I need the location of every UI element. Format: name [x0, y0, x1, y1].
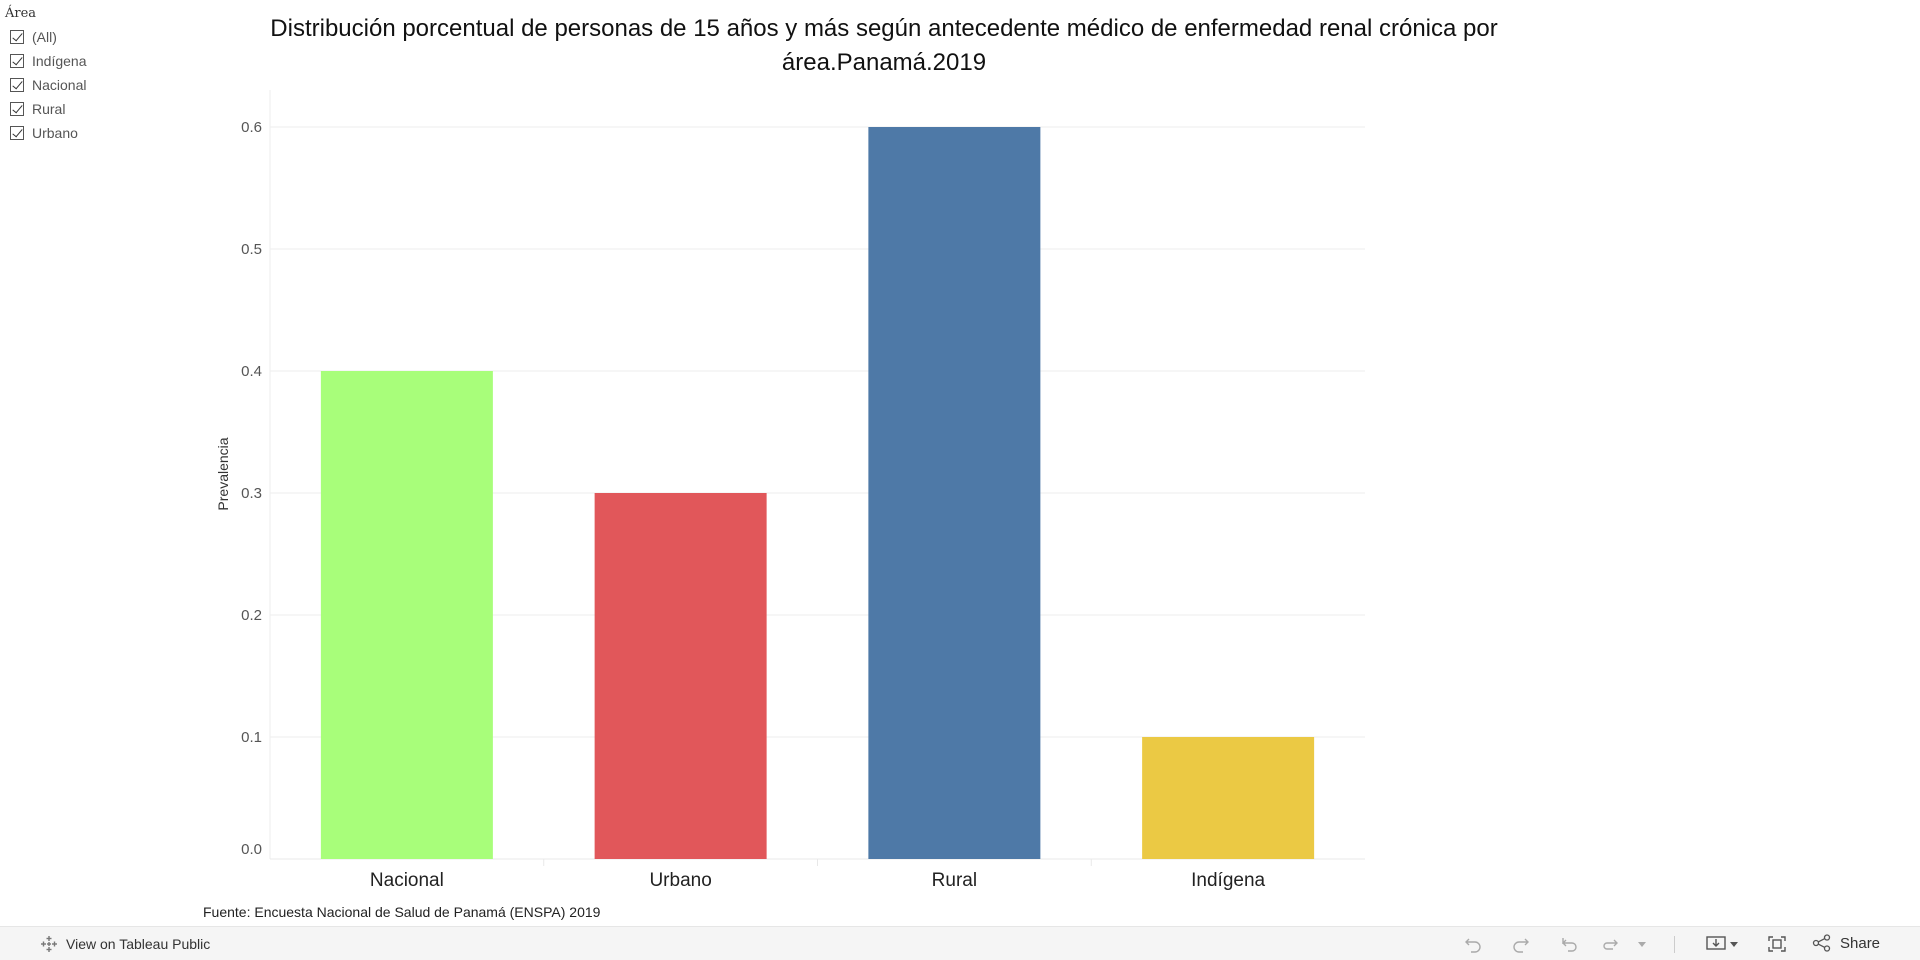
y-tick-label: 0.0: [241, 841, 262, 858]
refresh-dropdown-icon[interactable]: [1636, 935, 1648, 953]
bar: [868, 127, 1041, 859]
revert-icon[interactable]: [1559, 935, 1579, 953]
filter-item-label: Urbano: [32, 125, 78, 141]
y-tick-label: 0.3: [241, 485, 262, 502]
filter-item-label: (All): [32, 29, 57, 45]
y-tick-label: 0.6: [241, 119, 262, 136]
filter-item[interactable]: Urbano: [5, 121, 185, 145]
redo-icon[interactable]: [1511, 935, 1531, 953]
share-icon: [1812, 934, 1831, 952]
chart-title: Distribución porcentual de personas de 1…: [270, 15, 1498, 76]
filter-item-label: Nacional: [32, 77, 87, 93]
checkbox-checked-icon[interactable]: [10, 78, 24, 92]
y-tick-label: 0.1: [241, 729, 262, 746]
source-note: Fuente: Encuesta Nacional de Salud de Pa…: [203, 904, 601, 920]
filter-item[interactable]: Nacional: [5, 73, 185, 97]
filter-item[interactable]: (All): [5, 25, 185, 49]
checkbox-checked-icon[interactable]: [10, 126, 24, 140]
bar: [1142, 737, 1315, 859]
checkbox-checked-icon[interactable]: [10, 30, 24, 44]
filter-title: Área: [5, 6, 37, 21]
bar: [320, 371, 493, 859]
toolbar-divider: [1674, 936, 1675, 953]
view-on-tableau-link[interactable]: View on Tableau Public: [40, 935, 210, 953]
bar: [594, 493, 767, 859]
checkbox-checked-icon[interactable]: [10, 102, 24, 116]
filter-item[interactable]: Indígena: [5, 49, 185, 73]
x-category-label: Urbano: [649, 870, 711, 891]
refresh-icon[interactable]: [1601, 935, 1621, 953]
fullscreen-icon[interactable]: [1767, 935, 1787, 953]
tableau-logo-icon: [41, 936, 57, 952]
x-category-label: Nacional: [370, 870, 444, 891]
view-on-tableau-label: View on Tableau Public: [66, 936, 211, 952]
x-category-label: Rural: [932, 870, 977, 891]
download-icon[interactable]: [1706, 935, 1740, 953]
y-axis-title: Prevalencia: [215, 437, 231, 510]
y-tick-label: 0.4: [241, 363, 262, 380]
footer-toolbar: View on Tableau Public Share: [0, 926, 1920, 960]
area-filter: Área (All) Indígena Nacional Rural Urbano: [5, 6, 185, 145]
share-button[interactable]: Share: [1812, 934, 1880, 952]
filter-item-label: Rural: [32, 101, 66, 117]
share-label: Share: [1840, 934, 1881, 952]
filter-item[interactable]: Rural: [5, 97, 185, 121]
y-tick-label: 0.5: [241, 241, 262, 258]
x-category-label: Indígena: [1191, 870, 1265, 891]
checkbox-checked-icon[interactable]: [10, 54, 24, 68]
undo-icon[interactable]: [1463, 935, 1483, 953]
y-tick-label: 0.2: [241, 607, 262, 624]
bar-chart: 0.0 0.1 0.2 0.3 0.4 0.5 0.6 Nacional Urbano Rural…: [215, 90, 1365, 891]
filter-item-label: Indígena: [32, 53, 87, 69]
